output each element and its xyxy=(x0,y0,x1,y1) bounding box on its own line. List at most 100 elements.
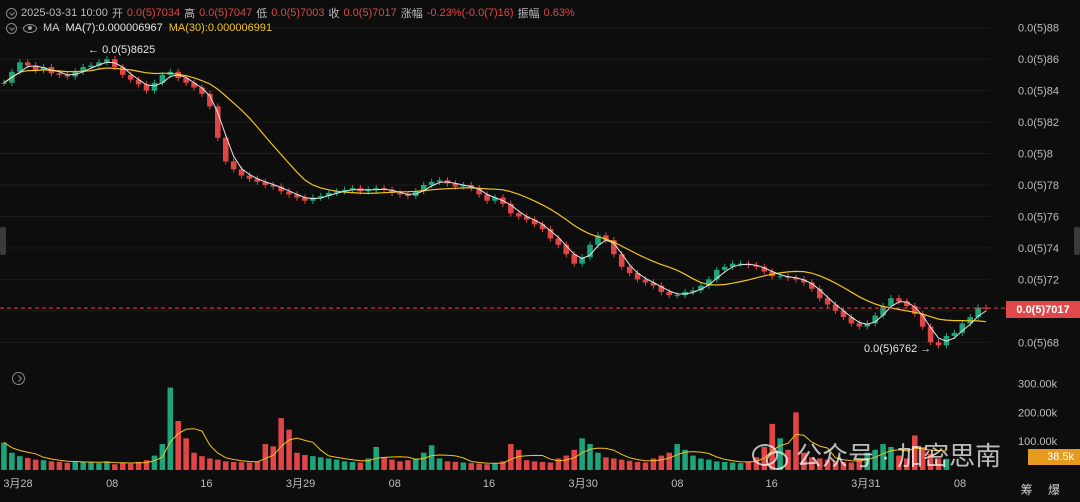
volume-bar xyxy=(143,460,150,470)
candle-body xyxy=(626,266,633,274)
volume-bar xyxy=(207,458,213,470)
volume-bar xyxy=(539,461,546,470)
volume-bar xyxy=(840,461,847,470)
candle-body xyxy=(373,188,379,190)
volume-bar xyxy=(713,461,720,470)
eye-icon[interactable] xyxy=(23,23,37,33)
volume-bar xyxy=(904,458,910,470)
candle-body xyxy=(278,186,284,192)
volume-bar xyxy=(230,461,237,470)
candle-body xyxy=(80,67,86,72)
price-tick-label: 0.0(5)74 xyxy=(1018,243,1059,255)
volume-tick-label: 100.00k xyxy=(1018,436,1058,448)
volume-bar xyxy=(571,449,577,470)
candle-body xyxy=(927,326,934,343)
candle-body xyxy=(911,306,918,314)
volume-bar xyxy=(317,457,324,470)
volume-axis: 300.00k 200.00k 100.00k xyxy=(1018,379,1058,449)
volume-bar xyxy=(919,446,926,470)
volume-bar xyxy=(856,459,863,470)
candle-body xyxy=(17,62,23,72)
candle-body xyxy=(286,191,292,195)
volume-bar xyxy=(674,444,680,470)
volume-bar xyxy=(286,429,292,470)
volume-bar xyxy=(452,461,459,470)
volume-bar xyxy=(872,449,878,470)
candle-body xyxy=(753,265,760,267)
candle-body xyxy=(365,189,372,192)
volume-bar xyxy=(618,459,625,470)
volume-bar xyxy=(199,456,205,470)
candle-body xyxy=(88,65,94,68)
current-price-value: 0.0(5)7017 xyxy=(1016,303,1070,316)
volume-bar xyxy=(935,458,942,470)
amplitude-value: 0.63% xyxy=(543,7,575,19)
corner-labels[interactable]: 筹 爆 xyxy=(1020,483,1066,497)
candle-body xyxy=(888,298,894,307)
volume-bar xyxy=(119,462,126,470)
volume-bar xyxy=(785,449,791,470)
change-value: -0.23%(-0.0(7)16) xyxy=(426,7,514,19)
candle-body xyxy=(603,235,609,241)
volume-bar xyxy=(611,458,617,470)
volume-bar xyxy=(381,457,387,470)
candle-body xyxy=(579,257,585,264)
candle-body xyxy=(484,194,490,201)
volume-bar xyxy=(706,459,712,470)
candle-body xyxy=(713,269,720,280)
volume-bar xyxy=(389,459,395,470)
volume-bar xyxy=(650,458,657,470)
volume-tag-value: 38.5k xyxy=(1047,451,1074,463)
volume-bar xyxy=(175,421,181,470)
candle-body xyxy=(690,290,696,292)
volume-toggle-icon[interactable] xyxy=(12,372,25,385)
volume-bar xyxy=(262,444,269,470)
candle-body xyxy=(555,238,562,245)
candle-body xyxy=(262,181,269,185)
left-scroll-handle[interactable] xyxy=(0,227,6,255)
volume-bar xyxy=(492,463,498,470)
candle-body xyxy=(809,282,815,289)
time-tick-label: 08 xyxy=(671,478,683,490)
candle-body xyxy=(642,279,649,283)
price-tick-label: 0.0(5)78 xyxy=(1018,180,1059,192)
volume-bar xyxy=(135,461,142,470)
candle-body xyxy=(864,323,871,327)
volume-bar xyxy=(896,455,902,470)
price-tick-label: 0.0(5)88 xyxy=(1018,23,1059,35)
ma30-line xyxy=(3,67,987,323)
volume-bar xyxy=(737,463,744,470)
time-tick-label: 16 xyxy=(200,478,212,490)
candle-body xyxy=(729,263,736,267)
candle-body xyxy=(56,73,63,75)
right-scroll-handle[interactable] xyxy=(1074,227,1080,255)
price-tick-label: 0.0(5)68 xyxy=(1018,337,1059,349)
volume-bar xyxy=(460,462,467,470)
price-tick-label: 0.0(5)8 xyxy=(1018,149,1053,161)
candle-body xyxy=(183,78,189,83)
volume-bar xyxy=(515,449,522,470)
candle-body xyxy=(896,298,902,302)
volume-bar xyxy=(428,445,435,470)
candle-body xyxy=(405,194,411,197)
ma-legend: MA MA(7):0.000006967 MA(30):0.000006991 xyxy=(6,22,272,34)
volume-bar xyxy=(127,463,134,470)
candle-body xyxy=(658,285,665,292)
volume-bar xyxy=(56,461,63,470)
volume-bar xyxy=(508,444,514,470)
volume-bar xyxy=(17,456,23,470)
candle-body xyxy=(32,65,39,71)
candle-body xyxy=(119,67,126,75)
candle-body xyxy=(294,194,300,198)
candle-body xyxy=(563,244,570,255)
candle-body xyxy=(159,74,166,83)
volume-bar xyxy=(48,461,55,470)
ma-toggle-icon[interactable] xyxy=(6,22,17,34)
collapse-icon[interactable] xyxy=(6,7,17,19)
high-value: 0.0(5)7047 xyxy=(199,7,253,19)
volume-bar xyxy=(682,449,688,470)
header-datetime: 2025-03-31 10:00 xyxy=(21,7,108,19)
candle-body xyxy=(199,87,205,94)
volume-bar xyxy=(476,463,482,470)
